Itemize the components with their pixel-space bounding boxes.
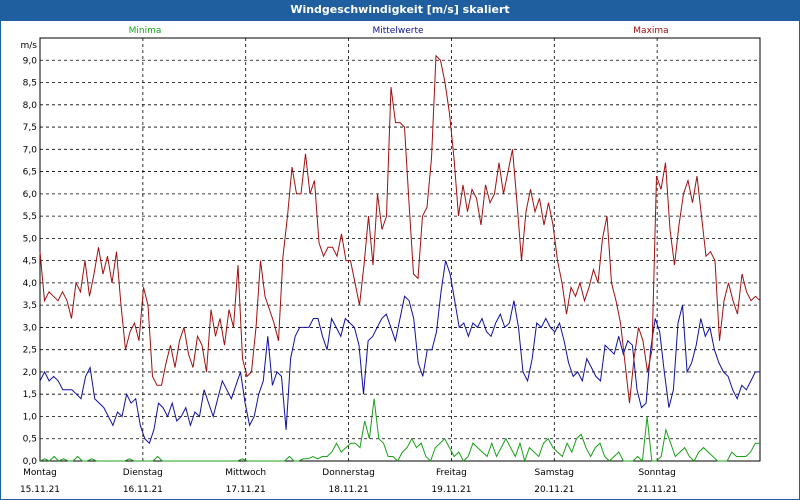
- y-tick-label: 8,5: [23, 79, 37, 89]
- x-tick-date: 18.11.21: [329, 485, 369, 495]
- legend-maxima: Maxima: [633, 26, 668, 36]
- y-tick-label: 0,5: [23, 435, 37, 445]
- series-line-minima: [39, 398, 760, 463]
- y-tick-label: 3,0: [23, 323, 38, 333]
- y-tick-label: 8,0: [23, 101, 38, 111]
- y-tick-label: 4,0: [23, 279, 38, 289]
- x-tick-day-name: Montag: [23, 468, 57, 478]
- series-line-mittelwerte: [39, 260, 760, 445]
- y-tick-label: 4,5: [23, 257, 37, 267]
- x-tick-day-name: Dienstag: [123, 468, 163, 478]
- y-tick-labels: 0,0 0,5 1,0 1,5 2,0 2,5 3,0 3,5 4,0 4,5 5,0 5,5 6,0 6…: [23, 56, 38, 467]
- y-tick-label: 6,0: [23, 190, 38, 200]
- y-tick-label: 0,0: [23, 457, 38, 467]
- x-tick-day-name: Donnerstag: [322, 468, 375, 478]
- x-tick-day-name: Samstag: [535, 468, 574, 478]
- chart-frame: [0, 20, 800, 500]
- series-lines: [39, 54, 761, 463]
- x-tick-date: 17.11.21: [226, 485, 266, 495]
- window-title: Windgeschwindigkeit [m/s] skaliert: [0, 0, 800, 20]
- x-tick-day-name: Mittwoch: [225, 468, 266, 478]
- y-tick-label: 5,5: [23, 212, 37, 222]
- x-tick-date: 15.11.21: [20, 485, 60, 495]
- x-tick-labels: Montag 15.11.21 Dienstag 16.11.21 Mittwoch 17…: [20, 468, 677, 495]
- plot-area: [39, 37, 761, 462]
- y-tick-label: 2,5: [23, 346, 37, 356]
- series-line-maxima: [39, 54, 761, 404]
- y-tick-label: 9,0: [23, 56, 38, 66]
- x-tick-date: 21.11.21: [637, 485, 677, 495]
- y-tick-label: 6,5: [23, 168, 37, 178]
- x-tick-date: 20.11.21: [534, 485, 574, 495]
- x-tick-date: 19.11.21: [431, 485, 471, 495]
- x-tick-day-name: Freitag: [436, 468, 467, 478]
- x-tick-date: 16.11.21: [123, 485, 163, 495]
- y-tick-label: 3,5: [23, 301, 37, 311]
- y-tick-label: 7,0: [23, 145, 38, 155]
- legend-mittelwerte: Mittelwerte: [372, 26, 423, 36]
- y-tick-label: 7,5: [23, 123, 37, 133]
- y-tick-label: 1,5: [23, 390, 37, 400]
- x-tick-day-name: Sonntag: [638, 468, 675, 478]
- y-tick-label: 2,0: [23, 368, 38, 378]
- y-tick-label: 5,0: [23, 234, 38, 244]
- y-axis-label: m/s: [21, 41, 38, 51]
- y-tick-label: 1,0: [23, 412, 38, 422]
- legend-minima: Minima: [129, 26, 162, 36]
- grid-lines: [40, 38, 760, 462]
